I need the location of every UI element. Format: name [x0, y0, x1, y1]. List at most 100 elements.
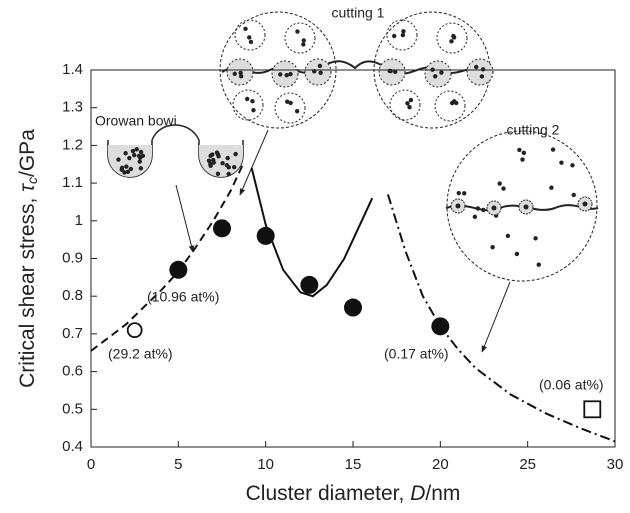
arrow	[481, 281, 511, 353]
dot	[449, 100, 455, 106]
dot	[317, 63, 323, 69]
annotation: Orowan bowi	[95, 113, 177, 129]
y-tick-label: 0.8	[62, 287, 83, 304]
curve	[386, 194, 616, 443]
dot	[449, 39, 454, 44]
small-circle	[386, 19, 418, 51]
dot	[220, 161, 225, 166]
x-tick-label: 15	[345, 456, 362, 473]
x-tick-label: 0	[87, 456, 95, 473]
y-tick-label: 0.4	[62, 438, 83, 455]
dot	[517, 147, 522, 153]
dot	[475, 206, 481, 211]
dot	[505, 233, 511, 239]
dot	[225, 155, 230, 161]
dot	[550, 147, 556, 152]
dot	[451, 35, 457, 40]
dot	[232, 71, 237, 76]
dot	[288, 100, 293, 106]
dot	[127, 155, 132, 161]
dot	[301, 38, 306, 43]
x-tick-label: 30	[607, 456, 624, 473]
orowan-particle	[199, 145, 243, 177]
dot	[226, 165, 231, 170]
dot	[208, 163, 213, 168]
y-tick-label: 0.5	[62, 400, 83, 417]
dot	[571, 192, 576, 198]
annotation: (29.2 at%)	[108, 346, 173, 362]
dot	[400, 32, 406, 38]
dot	[208, 153, 213, 159]
dot	[278, 72, 283, 77]
cutting2-circle	[446, 130, 598, 282]
dot	[250, 99, 255, 104]
cut-particle	[424, 60, 452, 88]
annotation: cutting 2	[507, 122, 560, 138]
dot	[392, 33, 397, 39]
small-circle	[436, 22, 468, 54]
dot	[405, 101, 410, 106]
dot	[128, 166, 134, 172]
dot	[523, 204, 529, 210]
dot	[140, 153, 146, 159]
dot	[295, 29, 300, 34]
dot	[474, 64, 479, 70]
annotation: (0.06 at%)	[539, 377, 604, 393]
dot	[520, 157, 525, 162]
dot	[301, 42, 306, 47]
dot	[238, 70, 243, 76]
dot	[408, 97, 414, 103]
curve	[90, 163, 244, 352]
y-tick-label: 1	[75, 212, 83, 229]
dot	[559, 160, 564, 165]
y-tick-label: 0.7	[62, 325, 83, 342]
small-circle	[232, 89, 264, 121]
annotation: (10.96 at%)	[147, 289, 219, 305]
point	[213, 219, 231, 238]
dot	[439, 70, 444, 75]
dot	[123, 151, 128, 156]
dot	[132, 152, 137, 158]
dot	[491, 205, 497, 211]
y-axis-label-part: c	[24, 177, 40, 184]
dot	[226, 171, 231, 177]
x-tick-label: 10	[257, 456, 274, 473]
x-tick-label: 20	[432, 456, 449, 473]
dot	[549, 185, 554, 190]
dot	[130, 148, 136, 154]
x-axis-label-part: /nm	[425, 482, 460, 505]
y-axis-label-part: Critical shear stress,	[16, 192, 39, 388]
dot	[124, 164, 129, 169]
dot	[433, 74, 438, 79]
schematics	[107, 11, 599, 353]
dot	[570, 163, 575, 168]
dot	[582, 201, 588, 207]
dot	[238, 74, 244, 79]
dot	[116, 157, 121, 162]
dot	[456, 190, 461, 196]
dot	[214, 150, 220, 155]
small-circle	[274, 92, 306, 124]
dot	[407, 104, 412, 110]
arrow	[239, 129, 269, 196]
y-tick-label: 1.2	[62, 136, 83, 153]
y-tick-label: 1.3	[62, 99, 83, 116]
dot	[125, 169, 131, 175]
point	[344, 298, 362, 317]
dot	[501, 186, 506, 191]
dot	[533, 236, 538, 241]
dot	[490, 245, 495, 250]
dot	[138, 149, 144, 155]
dot	[318, 70, 323, 75]
dot	[215, 171, 221, 177]
y-tick-label: 0.6	[62, 363, 83, 380]
small-circle	[389, 89, 421, 121]
cut-particle	[466, 58, 494, 86]
dot	[119, 167, 124, 172]
dot	[284, 73, 289, 78]
dot	[294, 108, 300, 114]
annotation: cutting 1	[332, 5, 385, 21]
dot	[211, 160, 216, 165]
dot	[479, 74, 485, 79]
